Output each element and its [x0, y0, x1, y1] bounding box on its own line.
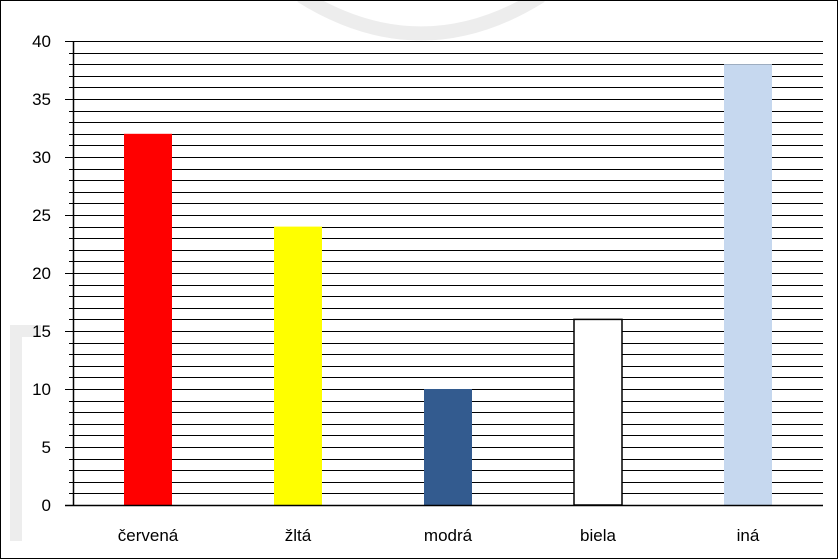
bar-1 — [274, 226, 322, 505]
y-axis-tick-labels: 0 5 10 15 20 25 30 35 40 — [32, 32, 51, 515]
y-tick-label: 10 — [32, 380, 51, 399]
x-tick-label: modrá — [424, 526, 473, 545]
y-tick-label: 30 — [32, 148, 51, 167]
x-axis-tick-labels: červená žltá modrá biela iná — [118, 526, 760, 545]
y-tick-label: 0 — [42, 496, 51, 515]
x-tick-label: červená — [118, 526, 179, 545]
y-tick-label: 20 — [32, 264, 51, 283]
x-tick-label: iná — [737, 526, 760, 545]
bar-4 — [724, 64, 772, 505]
bar-3 — [573, 318, 623, 506]
y-tick-label: 15 — [32, 322, 51, 341]
gridlines — [73, 41, 823, 494]
bars — [124, 64, 772, 506]
axes — [65, 41, 823, 507]
bar-2 — [424, 389, 472, 505]
y-tick-label: 5 — [42, 438, 51, 457]
bar-0 — [124, 133, 172, 506]
y-tick-label: 25 — [32, 206, 51, 225]
x-tick-label: biela — [580, 526, 616, 545]
x-tick-label: žltá — [285, 526, 312, 545]
y-tick-label: 35 — [32, 90, 51, 109]
y-tick-label: 40 — [32, 32, 51, 51]
